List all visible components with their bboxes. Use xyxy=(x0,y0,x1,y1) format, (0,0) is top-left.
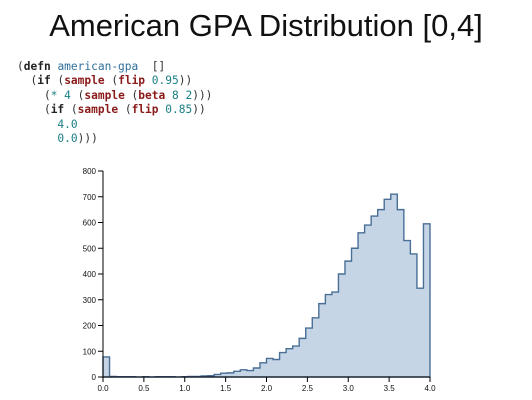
y-tick-label: 600 xyxy=(83,219,97,228)
histogram-bin xyxy=(325,295,332,377)
histogram-bin xyxy=(417,288,424,377)
code-token: ( xyxy=(70,88,85,102)
code-token: american-gpa xyxy=(50,60,139,73)
code-token: )) xyxy=(192,103,206,117)
code-token: ( xyxy=(118,103,132,117)
code-line: (* 4 (sample (beta 8 2))) xyxy=(17,89,212,102)
code-token: ( xyxy=(17,60,24,73)
code-line: 4.0 xyxy=(17,117,78,131)
code-token: if xyxy=(37,74,51,88)
code-line: (defn american-gpa [] xyxy=(17,60,165,73)
histogram-bin xyxy=(371,216,378,377)
y-tick-label: 500 xyxy=(83,244,97,253)
y-axis: 0 100 200 300 400 500 600 700 800 xyxy=(83,167,104,382)
histogram-bin xyxy=(338,274,345,377)
y-tick-label: 100 xyxy=(83,347,97,356)
x-tick-label: 2.0 xyxy=(261,384,273,393)
y-tick-label: 400 xyxy=(83,270,97,279)
code-token: 0.0 xyxy=(17,132,78,146)
code-token: ( xyxy=(64,103,78,117)
histogram-bin xyxy=(391,194,398,377)
code-token: ))) xyxy=(192,88,213,102)
histogram-bin xyxy=(253,368,260,377)
histogram-chart: 0 100 200 300 400 500 600 700 800 0.0 0.5 1.0 1.5 2.… xyxy=(83,167,436,393)
code-line: (if (sample (flip 0.95)) xyxy=(17,74,192,87)
histogram-bin xyxy=(273,359,280,377)
x-tick-label: 0.5 xyxy=(138,384,150,393)
histogram-bin xyxy=(365,225,372,377)
code-token: sample xyxy=(84,88,125,102)
code-token: flip xyxy=(118,74,146,88)
code-token: 8 2 xyxy=(165,88,193,102)
code-line: 0.0))) xyxy=(17,132,98,146)
histogram-bin xyxy=(299,338,306,377)
histogram-bin xyxy=(267,358,274,377)
histogram-bin xyxy=(227,373,234,377)
histogram-bin xyxy=(260,363,267,377)
histogram-bin xyxy=(306,328,313,377)
histogram-bin xyxy=(286,349,293,377)
histogram-bin xyxy=(384,199,391,377)
histogram-bin xyxy=(404,241,411,377)
code-token: sample xyxy=(77,103,119,117)
x-tick-label: 3.5 xyxy=(384,384,396,393)
code-token: flip xyxy=(131,103,159,117)
code-token: ( xyxy=(50,74,65,88)
code-token: ( xyxy=(17,74,38,88)
x-tick-label: 1.5 xyxy=(220,384,232,393)
y-tick-label: 300 xyxy=(83,296,97,305)
code-token: beta xyxy=(138,88,166,102)
y-tick-label: 800 xyxy=(83,167,97,176)
code-token: sample xyxy=(64,74,105,88)
code-token: * 4 xyxy=(50,88,71,102)
y-tick-label: 700 xyxy=(83,193,97,202)
histogram-bin xyxy=(358,233,365,377)
histogram-bin xyxy=(234,371,241,377)
slide-title: American GPA Distribution [0,4] xyxy=(49,8,483,43)
histogram-bin xyxy=(280,353,287,377)
histogram-bin xyxy=(332,292,339,377)
code-token: ))) xyxy=(77,132,98,146)
x-tick-label: 2.5 xyxy=(302,384,314,393)
code-line: (if (sample (flip 0.85)) xyxy=(17,103,206,116)
histogram-bin xyxy=(378,210,385,377)
histogram-bin xyxy=(410,254,417,377)
code-token: defn xyxy=(23,60,51,73)
x-tick-label: 0.0 xyxy=(97,384,109,393)
histogram-bin xyxy=(293,346,300,377)
histogram-bin xyxy=(319,304,326,377)
code-token: )) xyxy=(178,74,193,88)
histogram-bin xyxy=(312,318,319,377)
plot-area xyxy=(102,193,431,378)
histogram-bin xyxy=(221,373,228,377)
histogram-bin xyxy=(423,224,430,377)
histogram-bin xyxy=(352,248,359,377)
histogram-bin xyxy=(345,261,352,377)
x-axis: 0.0 0.5 1.0 1.5 2.0 2.5 3.0 3.5 4.0 xyxy=(97,376,436,393)
code-token: ( xyxy=(17,103,51,117)
code-block: (defn american-gpa [] (if (sample (flip … xyxy=(17,60,212,146)
code-token: [] xyxy=(138,60,166,73)
code-token: if xyxy=(50,103,65,117)
x-tick-label: 1.0 xyxy=(179,384,191,393)
histogram-bin xyxy=(103,357,110,377)
y-tick-label: 0 xyxy=(92,373,97,382)
code-token: 0.95 xyxy=(145,74,179,88)
histogram-bin xyxy=(240,370,247,377)
code-token: ( xyxy=(104,74,119,88)
code-token: 0.85 xyxy=(158,103,193,117)
x-tick-label: 4.0 xyxy=(424,384,436,393)
y-tick-label: 200 xyxy=(83,322,97,331)
x-tick-label: 3.0 xyxy=(343,384,355,393)
histogram-bin xyxy=(247,371,254,377)
code-token: ( xyxy=(124,88,139,102)
histogram-bin xyxy=(397,210,404,377)
code-token: 4.0 xyxy=(17,117,78,131)
code-token: ( xyxy=(17,88,51,102)
